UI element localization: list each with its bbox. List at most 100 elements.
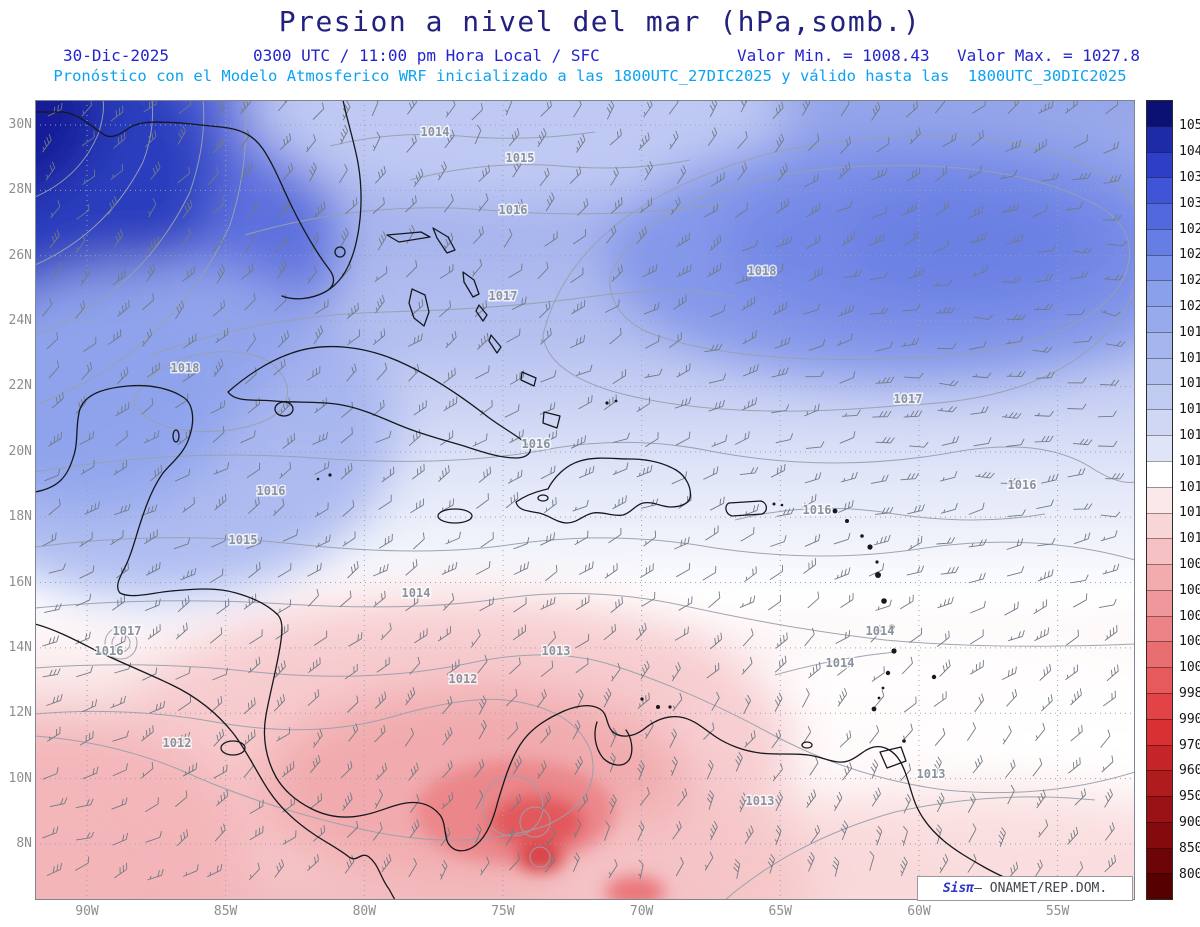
- wind-barb: [76, 831, 95, 841]
- wind-barb: [571, 299, 586, 315]
- wind-barb: [941, 435, 960, 446]
- wind-barb: [609, 327, 622, 345]
- wind-barb: [346, 820, 359, 839]
- wind-barb: [177, 167, 190, 184]
- wind-barb: [1036, 789, 1046, 809]
- wind-barb: [46, 862, 63, 877]
- wind-barb: [178, 100, 191, 115]
- wind-barb: [805, 370, 825, 378]
- wind-barb: [1100, 511, 1121, 518]
- wind-barb: [839, 431, 856, 444]
- wind-barb: [443, 593, 455, 611]
- wind-barb: [703, 466, 719, 480]
- wind-barb: [274, 859, 285, 878]
- colorbar-tick-label: 1015: [1179, 427, 1200, 443]
- wind-barb: [182, 762, 198, 777]
- lat-label: 24N: [8, 313, 32, 329]
- wind-barb: [273, 358, 286, 376]
- wind-barb: [608, 527, 622, 544]
- wind-barb: [972, 755, 983, 774]
- colorbar-tick-label: 1028: [1179, 221, 1200, 237]
- wind-barb: [108, 329, 122, 345]
- wind-barb: [808, 266, 823, 282]
- wind-barb: [212, 425, 225, 443]
- wind-barb: [839, 730, 852, 748]
- wind-barb: [175, 300, 185, 320]
- wind-barb: [244, 293, 256, 311]
- contour-label: 1015: [506, 151, 535, 165]
- wind-barb: [804, 472, 822, 484]
- wind-barb: [246, 536, 263, 550]
- wind-barb: [276, 727, 291, 742]
- wind-barb: [737, 162, 748, 181]
- wind-barb: [710, 632, 723, 650]
- wind-barb: [1066, 629, 1079, 646]
- contour-label: 1015: [229, 533, 258, 547]
- wind-barb: [909, 627, 923, 644]
- wind-barb: [803, 558, 817, 574]
- wind-barb: [471, 258, 483, 277]
- contour-label: 1016: [499, 203, 528, 217]
- wind-barb: [274, 236, 288, 253]
- wind-barb: [1102, 690, 1116, 707]
- wind-barb: [639, 787, 650, 806]
- wind-barb: [51, 261, 62, 280]
- wind-barb: [968, 538, 987, 548]
- wind-barb: [305, 134, 316, 153]
- latlon-grid: [35, 100, 1135, 900]
- lat-label: 8N: [16, 835, 32, 851]
- wind-barb: [375, 762, 387, 781]
- wind-barb: [42, 668, 61, 678]
- wind-barb: [1005, 759, 1016, 778]
- wind-barb: [42, 532, 57, 547]
- wind-barb: [312, 102, 325, 120]
- wind-barb: [346, 363, 357, 382]
- wind-barb: [1074, 788, 1086, 806]
- wind-barb: [674, 397, 692, 409]
- wind-barb: [1102, 563, 1120, 575]
- wind-barb: [504, 404, 520, 418]
- wind-barb: [545, 828, 556, 847]
- wind-barb: [675, 857, 684, 877]
- wind-barb: [809, 756, 819, 776]
- wind-barb: [1037, 569, 1054, 582]
- wind-barb: [709, 820, 718, 841]
- wind-barb: [1073, 134, 1089, 149]
- margarita: [801, 741, 813, 749]
- wind-barb: [636, 397, 650, 413]
- wind-barb: [703, 203, 719, 218]
- wind-barb: [1102, 214, 1122, 221]
- contour-label: 1017: [489, 289, 518, 303]
- wind-barb: [675, 562, 691, 578]
- wind-barb: [870, 474, 889, 484]
- wind-barb: [214, 493, 227, 511]
- wind-barb: [838, 304, 855, 317]
- wind-barb: [443, 367, 456, 384]
- wind-barb: [475, 823, 482, 844]
- wind-barb: [183, 333, 197, 349]
- wind-barb: [577, 793, 589, 812]
- wind-barb: [274, 660, 286, 678]
- wind-barb: [313, 201, 326, 219]
- grand-bahama: [386, 231, 431, 243]
- wind-barb: [767, 595, 781, 611]
- wind-barb: [539, 327, 552, 345]
- contour-label: 1012: [163, 736, 192, 750]
- wind-barb: [641, 592, 656, 607]
- wind-barb: [474, 300, 488, 317]
- wind-barb: [838, 161, 851, 180]
- colorbar-tick-label: 1040: [1179, 144, 1200, 160]
- wind-barb: [875, 437, 895, 444]
- wind-barb: [248, 656, 261, 674]
- colorbar-cell: [1147, 280, 1172, 307]
- colorbar-cell: [1147, 203, 1172, 229]
- wind-barb: [670, 756, 678, 776]
- wind-barb: [144, 130, 157, 148]
- colorbar-cell: [1147, 357, 1172, 384]
- contour-label: 1018: [171, 361, 200, 375]
- colorbar-cell: [1147, 667, 1172, 693]
- wind-barb: [212, 299, 225, 317]
- wind-barb: [381, 466, 395, 483]
- wind-barb: [478, 193, 489, 212]
- wind-barb: [706, 662, 720, 679]
